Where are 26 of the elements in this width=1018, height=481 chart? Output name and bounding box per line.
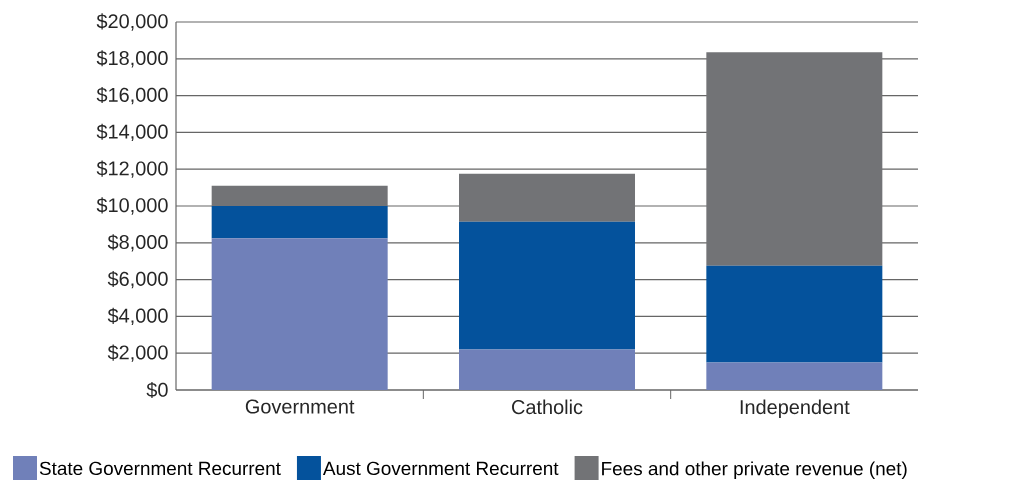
x-tick-label: Independent xyxy=(740,399,850,419)
y-tick-label: $12,000 xyxy=(96,160,168,178)
y-tick-label: $4,000 xyxy=(107,307,168,326)
bar xyxy=(706,52,883,266)
y-tick-label: $14,000 xyxy=(96,123,168,142)
y-tick-label: $6,000 xyxy=(107,270,168,289)
y-tick-label: $8,000 xyxy=(107,234,168,252)
bar xyxy=(459,349,635,390)
x-tick-label: Catholic xyxy=(512,399,583,415)
y-tick-label: $18,000 xyxy=(96,50,168,68)
bar xyxy=(459,221,635,350)
x-tick-label: Government xyxy=(245,399,355,414)
y-tick-label: $0 xyxy=(146,381,168,399)
bar xyxy=(706,362,883,390)
bar xyxy=(211,185,388,206)
bar xyxy=(459,173,635,222)
y-tick-label: $16,000 xyxy=(96,86,168,105)
legend-label: Aust Government Recurrent xyxy=(322,461,559,476)
legend-label: Fees and other private revenue (net) xyxy=(602,461,907,480)
y-tick-label: $2,000 xyxy=(107,344,168,362)
bar xyxy=(211,238,388,390)
bar xyxy=(706,265,883,363)
y-tick-label: $20,000 xyxy=(96,13,168,31)
legend-label: State Government Recurrent xyxy=(39,461,281,476)
y-tick-label: $10,000 xyxy=(96,197,168,215)
bar xyxy=(211,206,388,239)
